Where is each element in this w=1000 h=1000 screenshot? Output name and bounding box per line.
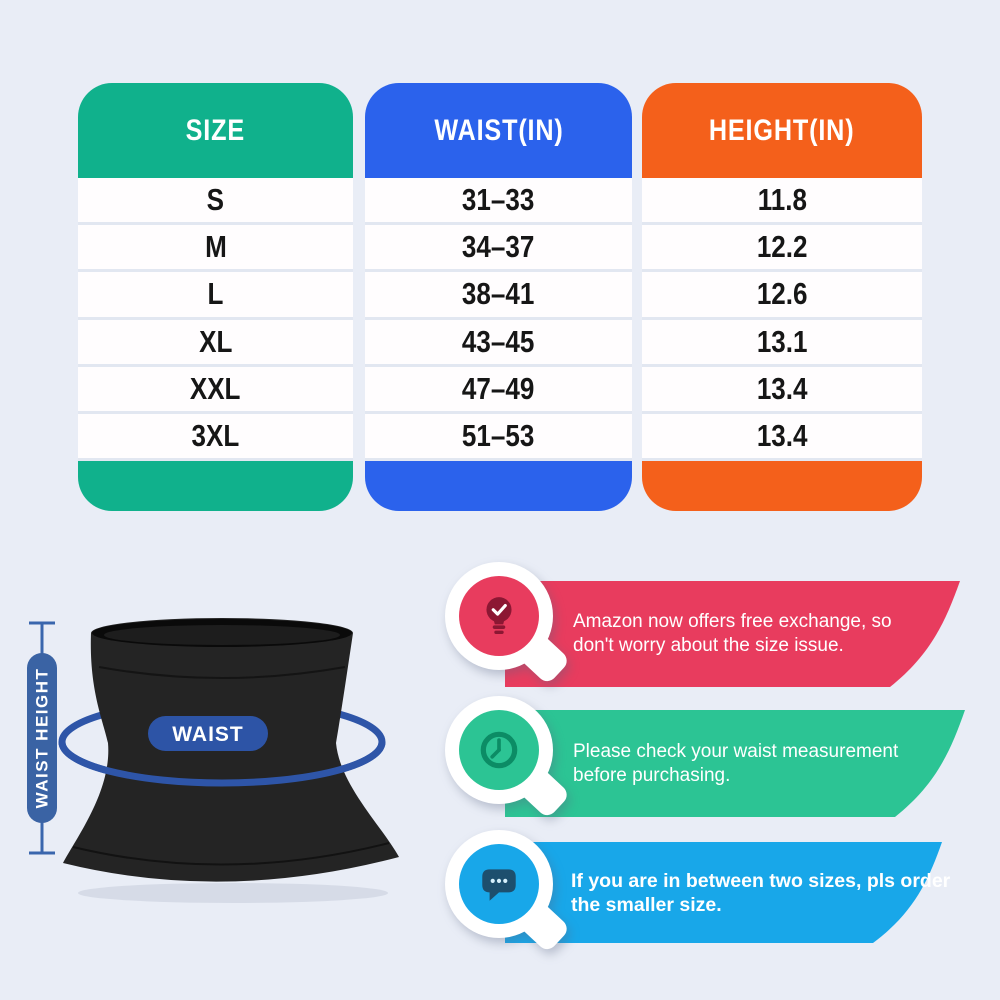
cell-text: 12.6 bbox=[756, 276, 808, 312]
size-chart-column-size: SIZE S M L XL XXL 3XL bbox=[78, 83, 353, 511]
badge-inner-circle bbox=[459, 844, 539, 924]
waist-label-pill bbox=[148, 716, 268, 751]
cell-text: M bbox=[204, 229, 227, 265]
badge-inner-circle bbox=[459, 710, 539, 790]
badge-inner-circle bbox=[459, 576, 539, 656]
banner-ribbon-shape bbox=[505, 842, 942, 943]
note-banner-check-measurement: Please check your waist measurement befo… bbox=[505, 710, 965, 817]
note-banner-free-exchange: Amazon now offers free exchange, so don'… bbox=[505, 581, 960, 687]
lightbulb-check-icon bbox=[486, 597, 512, 634]
ground-shadow bbox=[78, 883, 388, 903]
table-cell: S bbox=[78, 178, 353, 223]
table-cell: 51–53 bbox=[365, 413, 632, 459]
trainer-seam-top bbox=[98, 666, 346, 679]
note-badge-exchange bbox=[445, 562, 571, 686]
column-header-waist: WAIST(IN) bbox=[365, 83, 632, 178]
note-line-2: before purchasing. bbox=[573, 764, 731, 786]
cell-text: 12.2 bbox=[756, 229, 808, 265]
note-line-1: If you are in between two sizes, pls ord… bbox=[571, 869, 951, 892]
banner-ribbon-shape bbox=[505, 710, 965, 817]
table-cell: 43–45 bbox=[365, 319, 632, 364]
waist-label: WAIST bbox=[172, 723, 244, 746]
size-chart-column-waist: WAIST(IN) 31–33 34–37 38–41 43–45 47–49 … bbox=[365, 83, 632, 511]
cell-text: 13.4 bbox=[756, 417, 808, 453]
cell-text: 3XL bbox=[191, 417, 240, 453]
note-line-2: don't worry about the size issue. bbox=[573, 635, 844, 656]
note-badge-measure bbox=[445, 696, 571, 820]
waist-height-ruler: WAIST HEIGHT bbox=[27, 621, 57, 855]
table-cell: XXL bbox=[78, 366, 353, 411]
table-cell: 13.1 bbox=[642, 319, 922, 364]
cell-text: L bbox=[207, 276, 224, 312]
note-line-2: the smaller size. bbox=[571, 893, 722, 916]
column-header-label: WAIST(IN) bbox=[433, 113, 564, 147]
table-cell: 13.4 bbox=[642, 366, 922, 411]
waist-trainer-illustration: WAIST WAIST HEIGHT bbox=[27, 618, 399, 903]
waist-measure-ellipse-front bbox=[58, 741, 386, 787]
table-cell: 3XL bbox=[78, 413, 353, 459]
column-header-label: SIZE bbox=[185, 113, 246, 147]
size-chart-column-height: HEIGHT(IN) 11.8 12.2 12.6 13.1 13.4 13.4 bbox=[642, 83, 922, 511]
column-header-height: HEIGHT(IN) bbox=[642, 83, 922, 178]
cell-text: 34–37 bbox=[462, 229, 535, 265]
cell-text: XXL bbox=[190, 370, 241, 406]
cell-text: 47–49 bbox=[462, 370, 535, 406]
column-body: 31–33 34–37 38–41 43–45 47–49 51–53 bbox=[365, 178, 632, 461]
column-header-label: HEIGHT(IN) bbox=[709, 113, 855, 147]
waist-height-pill bbox=[27, 653, 57, 823]
waist-height-label: WAIST HEIGHT bbox=[33, 668, 52, 809]
clock-icon bbox=[480, 731, 518, 769]
cell-text: 13.4 bbox=[756, 370, 808, 406]
cell-text: 51–53 bbox=[462, 417, 535, 453]
note-badge-between-sizes bbox=[445, 830, 571, 954]
table-cell: M bbox=[78, 225, 353, 270]
cell-text: 11.8 bbox=[757, 182, 807, 218]
note-text: If you are in between two sizes, pls ord… bbox=[571, 869, 950, 917]
table-cell: 13.4 bbox=[642, 413, 922, 459]
note-banner-between-sizes: If you are in between two sizes, pls ord… bbox=[505, 842, 950, 943]
column-footer bbox=[78, 461, 353, 511]
cell-text: XL bbox=[198, 323, 233, 359]
table-cell: XL bbox=[78, 319, 353, 364]
table-cell: 12.2 bbox=[642, 225, 922, 270]
column-header-size: SIZE bbox=[78, 83, 353, 178]
banner-ribbon-shape bbox=[505, 581, 960, 687]
table-cell: 12.6 bbox=[642, 272, 922, 317]
table-cell: 31–33 bbox=[365, 178, 632, 223]
cell-text: S bbox=[206, 182, 225, 218]
table-cell: L bbox=[78, 272, 353, 317]
table-cell: 34–37 bbox=[365, 225, 632, 270]
note-line-1: Amazon now offers free exchange, so bbox=[573, 611, 892, 632]
table-cell: 47–49 bbox=[365, 366, 632, 411]
table-cell: 11.8 bbox=[642, 178, 922, 223]
note-text: Please check your waist measurement befo… bbox=[573, 740, 898, 788]
column-footer bbox=[642, 461, 922, 511]
chat-bubble-icon bbox=[482, 869, 516, 901]
note-line-1: Please check your waist measurement bbox=[573, 740, 899, 762]
column-footer bbox=[365, 461, 632, 511]
column-body: 11.8 12.2 12.6 13.1 13.4 13.4 bbox=[642, 178, 922, 461]
column-body: S M L XL XXL 3XL bbox=[78, 178, 353, 461]
table-cell: 38–41 bbox=[365, 272, 632, 317]
cell-text: 31–33 bbox=[462, 182, 535, 218]
cell-text: 43–45 bbox=[462, 323, 535, 359]
trainer-seam-bottom bbox=[72, 842, 390, 866]
cell-text: 13.1 bbox=[756, 323, 808, 359]
note-text: Amazon now offers free exchange, so don'… bbox=[573, 610, 892, 658]
cell-text: 38–41 bbox=[462, 276, 535, 312]
trainer-top-opening-inner bbox=[104, 625, 340, 645]
